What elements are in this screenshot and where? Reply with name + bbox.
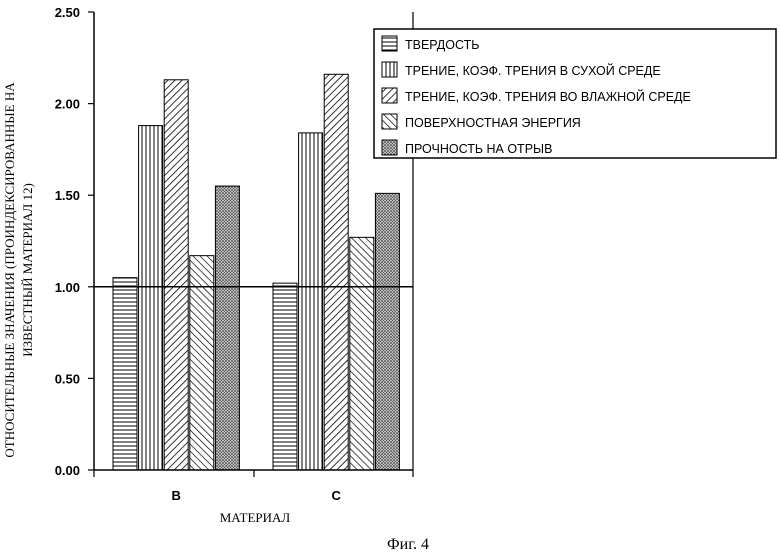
legend-swatch (382, 88, 397, 103)
legend-swatch (382, 140, 397, 155)
bar-b-series-1 (113, 278, 137, 470)
x-category-label: C (332, 488, 342, 503)
legend-label: ТРЕНИЕ, КОЭФ. ТРЕНИЯ В СУХОЙ СРЕДЕ (405, 63, 661, 78)
y-tick-label: 1.50 (55, 188, 80, 203)
y-axis-title: ОТНОСИТЕЛЬНЫЕ ЗНАЧЕНИЯ (ПРОИНДЕКСИРОВАНН… (2, 82, 35, 458)
bar-b-series-3 (164, 80, 188, 470)
y-tick-label: 2.00 (55, 97, 80, 112)
legend-label: ПОВЕРХНОСТНАЯ ЭНЕРГИЯ (405, 116, 581, 130)
y-ticks: 0.00 0.50 1.00 1.50 2.00 2.50 (55, 5, 94, 478)
x-axis-title: МАТЕРИАЛ (220, 510, 291, 525)
bar-c-series-2 (299, 133, 323, 470)
x-ticks: BC (94, 470, 413, 503)
bar-c-series-3 (324, 74, 348, 470)
y-tick-label: 2.50 (55, 5, 80, 20)
bar-c-series-1 (273, 283, 297, 470)
y-axis-title-line-1: ОТНОСИТЕЛЬНЫЕ ЗНАЧЕНИЯ (ПРОИНДЕКСИРОВАНН… (2, 82, 17, 458)
bar-chart: 0.000.501.001.502.002.50 BC МАТЕРИАЛ ОТН… (0, 0, 780, 557)
y-tick-label: 0.00 (55, 463, 80, 478)
legend-label: ТРЕНИЕ, КОЭФ. ТРЕНИЯ ВО ВЛАЖНОЙ СРЕДЕ (405, 89, 691, 104)
legend-label: ТВЕРДОСТЬ (405, 38, 479, 52)
bar-b-series-5 (215, 186, 239, 470)
y-tick-label: 0.50 (55, 371, 80, 386)
legend-swatch (382, 36, 397, 51)
bar-b-series-2 (139, 126, 163, 470)
y-axis-title-line-2: ИЗВЕСТНЫЙ МАТЕРИАЛ 12) (20, 183, 35, 357)
legend: ТВЕРДОСТЬ ТРЕНИЕ, КОЭФ. ТРЕНИЯ В СУХОЙ СР… (374, 29, 776, 158)
bar-c-series-4 (350, 237, 374, 470)
bars-group (113, 74, 399, 470)
figure-caption: Фиг. 4 (387, 536, 429, 553)
bar-b-series-4 (190, 256, 214, 470)
x-category-label: B (172, 488, 181, 503)
legend-label: ПРОЧНОСТЬ НА ОТРЫВ (405, 142, 552, 156)
legend-swatch (382, 62, 397, 77)
y-tick-label: 1.00 (55, 280, 80, 295)
legend-swatch (382, 114, 397, 129)
bar-c-series-5 (375, 193, 399, 470)
